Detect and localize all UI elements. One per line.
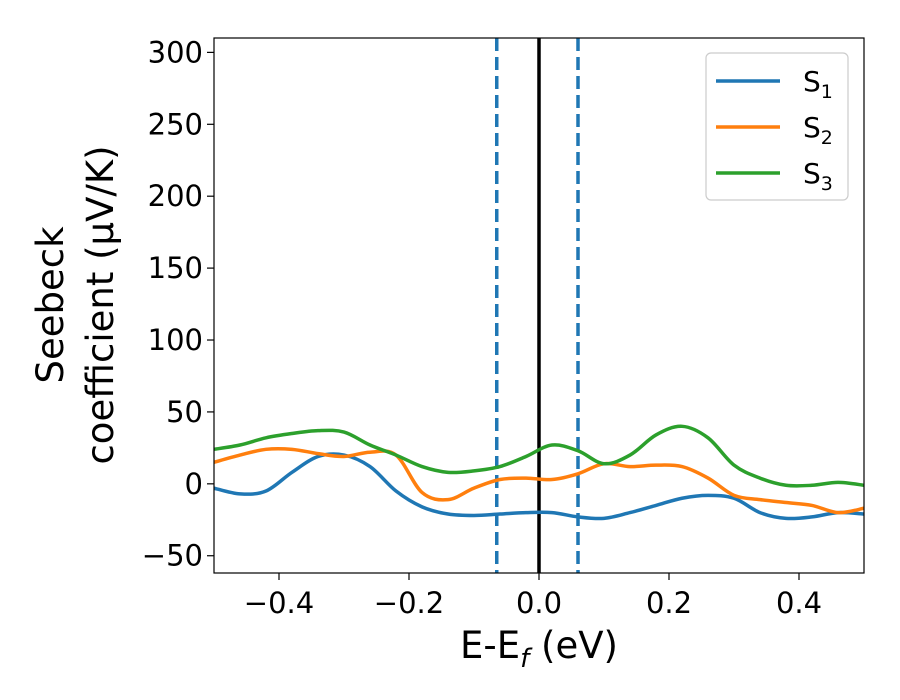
x-tick-label: −0.4 (244, 586, 314, 620)
y-tick-label: 250 (148, 107, 203, 141)
x-tick-label: 0.0 (516, 586, 562, 620)
y-tick-label: 100 (148, 323, 203, 357)
legend-label-s2: S2 (803, 111, 833, 149)
y-tick-label: 0 (185, 467, 203, 501)
y-tick-label: 150 (148, 251, 203, 285)
series-line-s3 (214, 424, 864, 488)
x-tick-label: −0.2 (374, 586, 444, 620)
x-tick-label: 0.4 (776, 586, 822, 620)
y-tick-label: 50 (166, 395, 203, 429)
y-tick-label: 200 (148, 179, 203, 213)
legend-label-s3: S3 (803, 157, 833, 195)
y-tick-label: −50 (142, 539, 203, 573)
y-tick-label: 300 (148, 35, 203, 69)
y-axis-title-line2: coefficient (μV/K) (79, 145, 122, 464)
legend: S1 S2 S3 (705, 52, 849, 201)
series-line-s2 (214, 446, 864, 515)
x-axis-title: E-Ef (eV) (460, 624, 618, 674)
series-line-s1 (214, 452, 864, 521)
legend-label-s1: S1 (803, 65, 833, 103)
y-axis-title-line1: Seebeck (29, 226, 72, 384)
x-tick-label: 0.2 (646, 586, 692, 620)
